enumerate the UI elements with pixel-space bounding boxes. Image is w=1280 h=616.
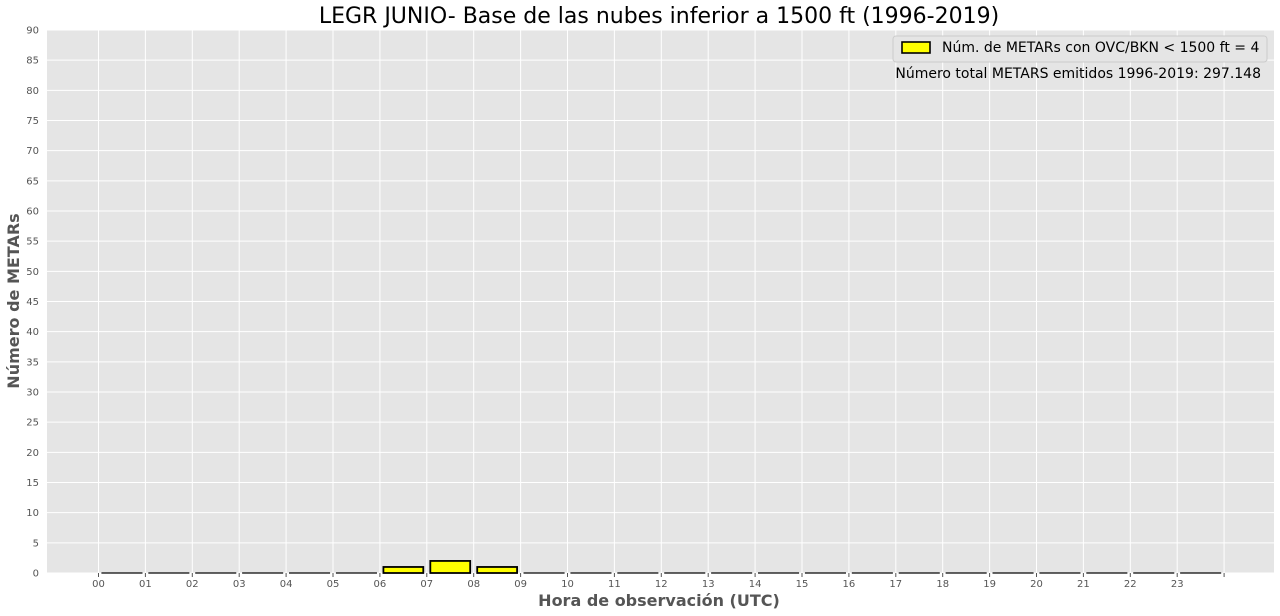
- x-tick-label: 15: [796, 579, 809, 590]
- y-tick-label: 5: [33, 538, 39, 549]
- x-tick-label: 16: [843, 579, 856, 590]
- x-tick-label: 01: [139, 579, 152, 590]
- bar-07: [429, 560, 472, 574]
- y-tick-label: 40: [26, 327, 39, 338]
- y-tick-label: 60: [26, 207, 39, 218]
- y-tick-label: 25: [26, 418, 39, 429]
- x-tick-label: 20: [1030, 579, 1043, 590]
- legend: Núm. de METARs con OVC/BKN < 1500 ft = 4: [892, 35, 1268, 63]
- x-tick-label: 02: [186, 579, 199, 590]
- x-tick-label: 19: [983, 579, 996, 590]
- y-tick-label: 80: [26, 86, 39, 97]
- legend-swatch: [901, 41, 931, 54]
- bar-06: [382, 566, 425, 574]
- x-tick-label: 04: [280, 579, 293, 590]
- y-tick-label: 15: [26, 478, 39, 489]
- chart-title: LEGR JUNIO- Base de las nubes inferior a…: [319, 4, 999, 29]
- x-tick-label: 17: [889, 579, 902, 590]
- x-tick-label: 05: [327, 579, 340, 590]
- x-tick-label: 12: [655, 579, 668, 590]
- bars: [101, 560, 1222, 574]
- y-tick-label: 45: [26, 297, 39, 308]
- x-tick-label: 03: [233, 579, 246, 590]
- x-axis-label: Hora de observación (UTC): [538, 591, 780, 610]
- x-tick-label: 14: [749, 579, 762, 590]
- y-tick-label: 70: [26, 146, 39, 157]
- y-tick-label: 65: [26, 176, 39, 187]
- grid-lines: [47, 29, 1274, 574]
- x-tick-label: 00: [92, 579, 105, 590]
- y-axis-label: Número de METARs: [4, 213, 23, 388]
- legend-label: Núm. de METARs con OVC/BKN < 1500 ft = 4: [942, 40, 1259, 56]
- x-tick-label: 10: [561, 579, 574, 590]
- y-tick-label: 30: [26, 388, 39, 399]
- x-tick-label: 06: [374, 579, 387, 590]
- x-tick-label: 11: [608, 579, 621, 590]
- y-tick-labels: 0 5 10 15 20 25 30 35 40 45 50 55 60 65 70 75 80 85 90: [26, 26, 39, 580]
- y-tick-label: 10: [26, 508, 39, 519]
- legend-box: [892, 35, 1268, 63]
- x-tick-label: 21: [1077, 579, 1090, 590]
- bar-08: [476, 566, 518, 574]
- y-tick-label: 50: [26, 267, 39, 278]
- y-tick-label: 75: [26, 116, 39, 127]
- x-tick-label: 23: [1171, 579, 1184, 590]
- y-tick-label: 35: [26, 357, 39, 368]
- x-tick-label: 07: [420, 579, 433, 590]
- x-tick-label: 18: [936, 579, 949, 590]
- y-tick-label: 0: [33, 569, 39, 580]
- x-tick-labels: 00 01 02 03 04 05 06 07 08 09 10 11 12 13 14 15 16 17 18 19…: [92, 573, 1225, 590]
- x-tick-label: 08: [467, 579, 480, 590]
- y-tick-label: 55: [26, 237, 39, 248]
- y-tick-label: 85: [26, 56, 39, 67]
- x-tick-label: 13: [702, 579, 715, 590]
- x-tick-label: 22: [1124, 579, 1137, 590]
- x-tick-label: 09: [514, 579, 527, 590]
- y-tick-label: 20: [26, 448, 39, 459]
- total-metars-annotation: Número total METARS emitidos 1996-2019: …: [895, 66, 1261, 82]
- y-tick-label: 90: [26, 26, 39, 37]
